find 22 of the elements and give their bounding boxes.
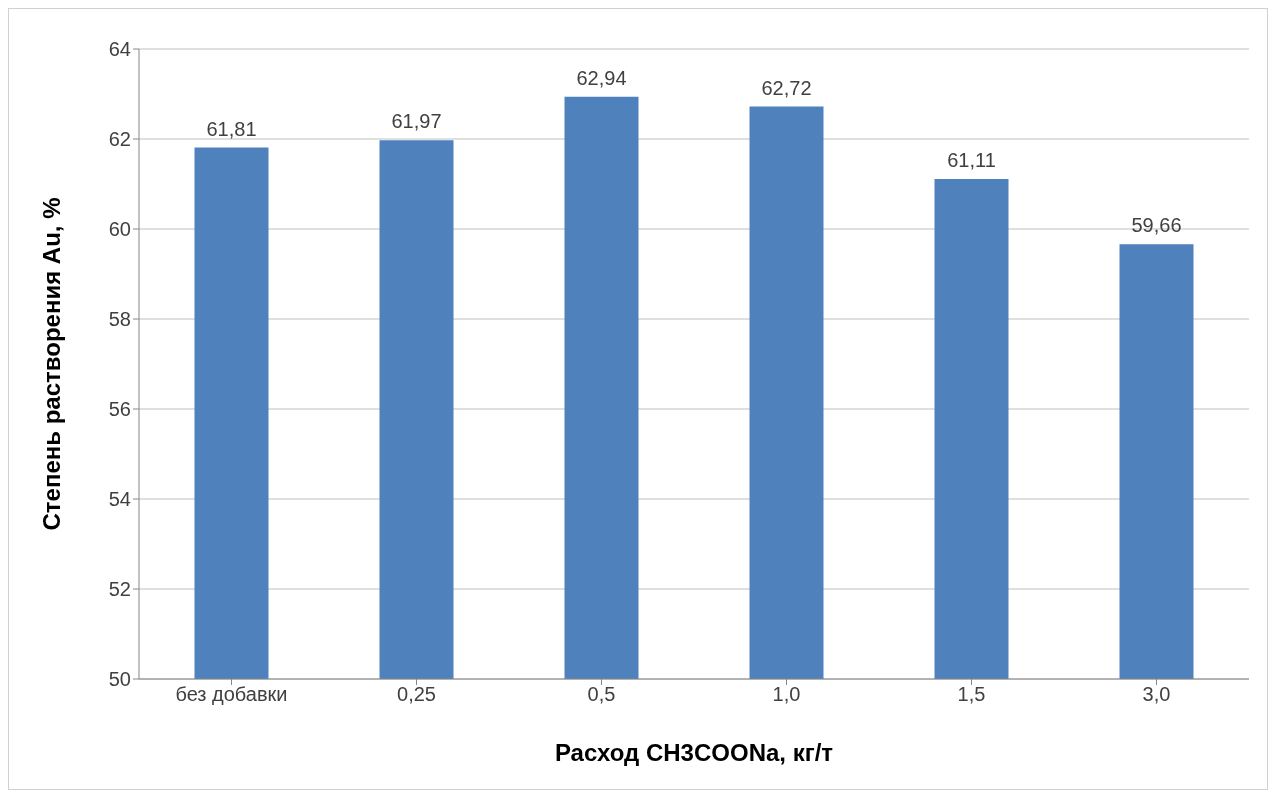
data-label: 61,97 <box>391 110 442 133</box>
y-tick-label: 50 <box>108 668 131 691</box>
y-tick-label: 58 <box>108 308 131 331</box>
y-tick-label: 52 <box>108 578 131 601</box>
data-label: 61,81 <box>206 117 257 140</box>
x-tick-label: 1,0 <box>772 683 801 706</box>
data-label: 62,72 <box>761 76 812 99</box>
y-axis-title: Степень растворения Au, % <box>37 197 65 531</box>
y-tick-label: 64 <box>108 38 131 61</box>
x-tick-label: 0,25 <box>397 683 436 706</box>
y-tick-label: 54 <box>108 488 131 511</box>
data-label: 62,94 <box>576 66 627 89</box>
x-tick-label: без добавки <box>175 683 288 706</box>
data-label: 59,66 <box>1131 214 1182 237</box>
data-label: 61,11 <box>947 149 996 172</box>
y-tick-label: 60 <box>108 218 131 241</box>
y-tick-label: 56 <box>108 398 131 421</box>
y-tick-label: 62 <box>108 128 131 151</box>
x-tick-label: 3,0 <box>1142 683 1171 706</box>
x-axis-title: Расход CH3COONa, кг/т <box>554 739 834 766</box>
x-tick-label: 1,5 <box>957 683 986 706</box>
x-tick-label: 0,5 <box>587 683 616 706</box>
